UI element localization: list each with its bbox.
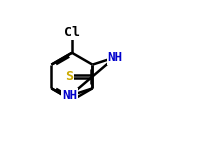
Text: NH: NH [107, 51, 123, 64]
Text: Cl: Cl [64, 26, 80, 39]
Text: NH: NH [62, 89, 77, 102]
Text: S: S [65, 70, 73, 83]
